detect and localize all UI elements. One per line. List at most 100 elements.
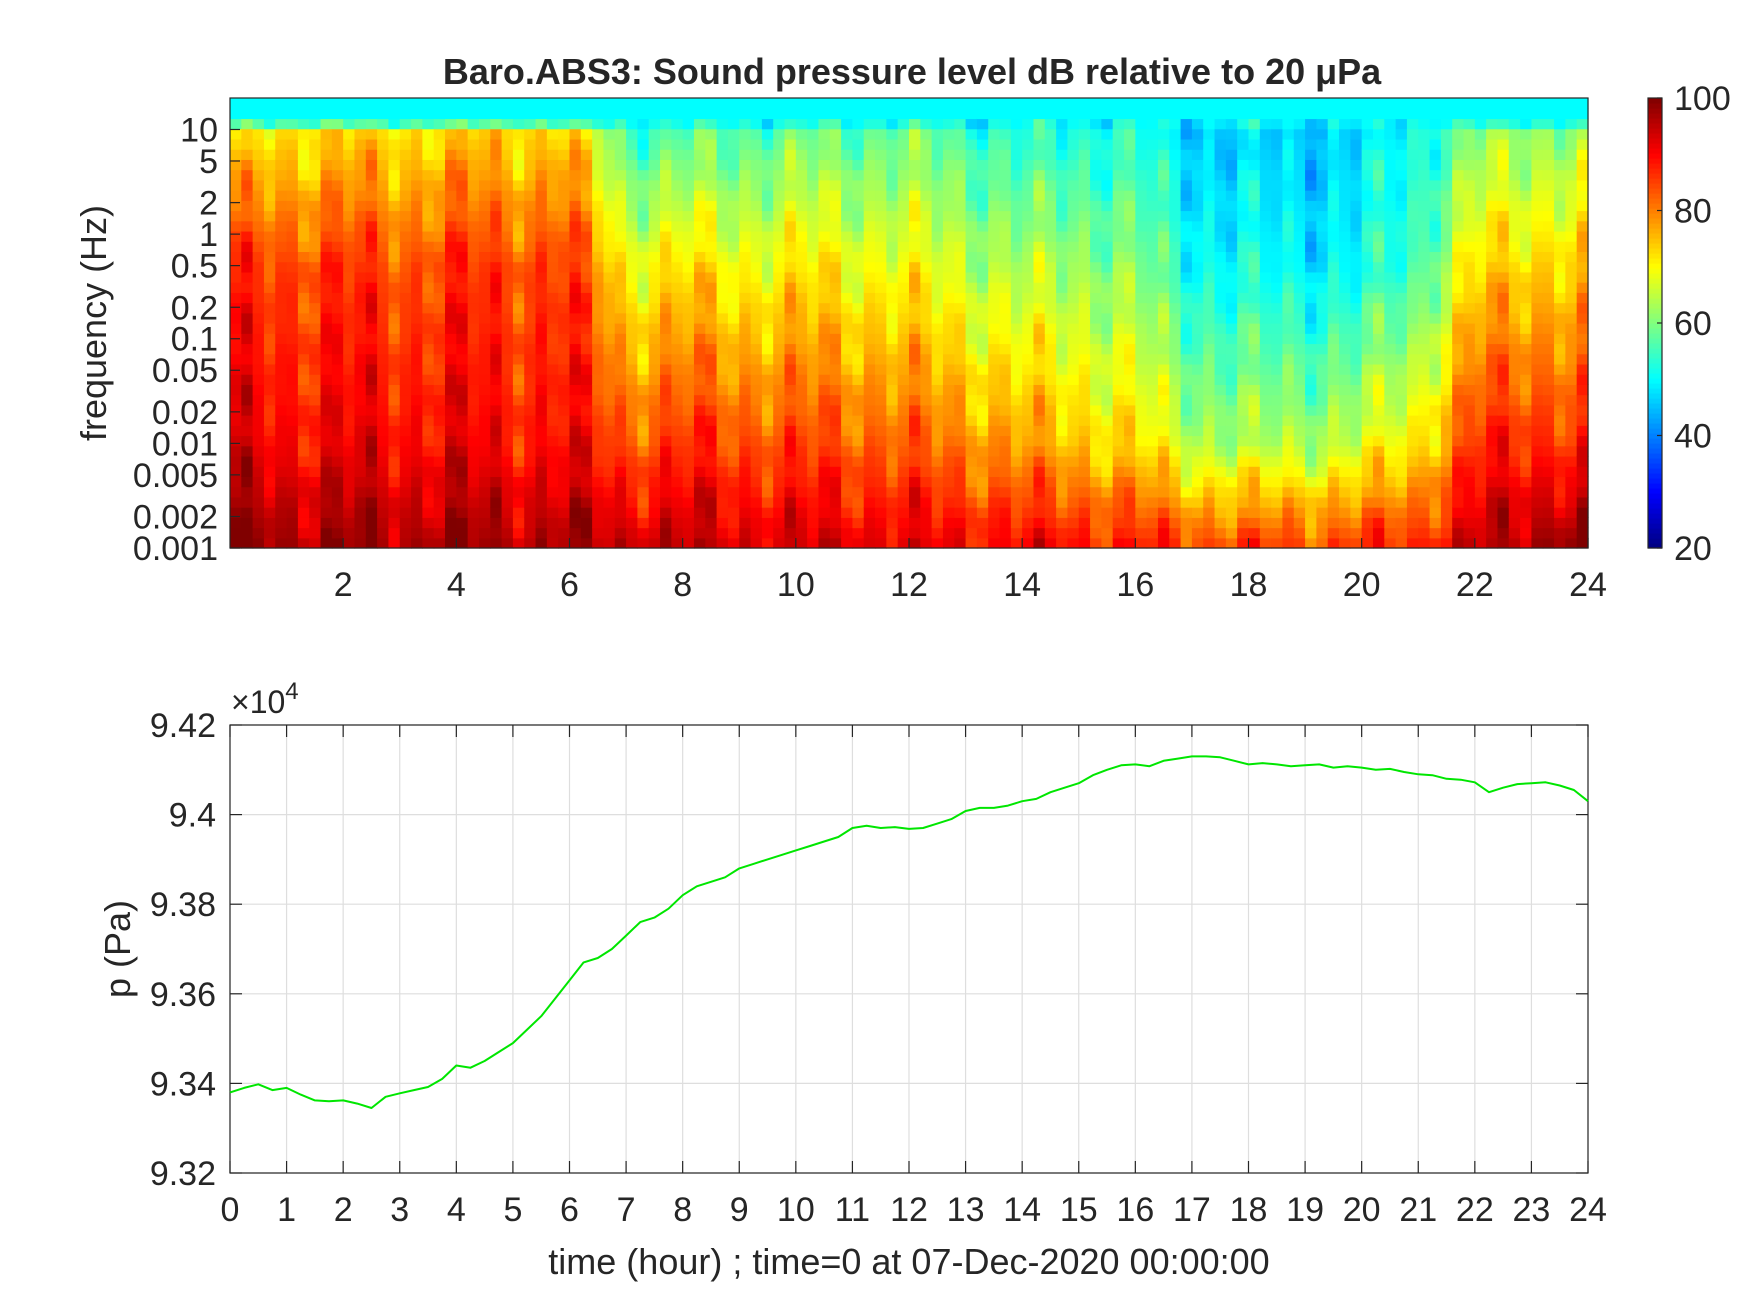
heatmap-cell <box>909 138 921 150</box>
heatmap-cell <box>467 169 480 181</box>
heatmap-cell <box>1418 507 1431 518</box>
heatmap-cell <box>818 394 831 406</box>
heatmap-cell <box>999 496 1012 508</box>
heatmap-cell <box>1474 251 1487 263</box>
heatmap-cell <box>626 343 638 355</box>
heatmap-cell <box>1112 476 1125 488</box>
heatmap-cell <box>1203 527 1216 539</box>
heatmap-cell <box>818 445 831 457</box>
heatmap-cell <box>558 271 571 283</box>
heatmap-cell <box>750 445 763 457</box>
heatmap-cell <box>660 251 672 263</box>
heatmap-cell <box>1101 394 1114 406</box>
heatmap-cell <box>478 486 491 498</box>
heatmap-cell <box>569 363 582 375</box>
heatmap-cell <box>343 271 356 283</box>
heatmap-cell <box>1101 343 1114 355</box>
heatmap-cell <box>671 435 684 447</box>
heatmap-cell <box>263 507 276 518</box>
heatmap-cell <box>320 210 333 222</box>
heatmap-cell <box>1157 261 1170 273</box>
heatmap-cell <box>795 455 808 467</box>
heatmap-cell <box>761 496 774 508</box>
heatmap-cell <box>388 384 401 396</box>
heatmap-cell <box>1372 271 1385 283</box>
heatmap-cell <box>1463 98 1476 109</box>
heatmap-cell <box>1474 159 1487 171</box>
heatmap-cell <box>1237 210 1250 222</box>
heatmap-cell <box>1067 404 1080 416</box>
heatmap-cell <box>1056 415 1069 426</box>
heatmap-cell <box>897 261 910 273</box>
heatmap-cell <box>863 486 876 498</box>
heatmap-cell <box>1474 220 1487 232</box>
heatmap-cell <box>331 251 344 263</box>
heatmap-cell <box>875 476 887 488</box>
heatmap-cell <box>1293 394 1306 406</box>
heatmap-cell <box>343 466 356 478</box>
heatmap-cell <box>716 302 729 314</box>
heatmap-cell <box>1157 323 1170 334</box>
heatmap-cell <box>1033 282 1046 293</box>
heatmap-cell <box>660 190 672 201</box>
heatmap-cell <box>682 404 695 416</box>
heatmap-cell <box>739 302 752 314</box>
heatmap-cell <box>954 333 967 345</box>
heatmap-cell <box>682 190 695 201</box>
heatmap-cell <box>343 363 356 375</box>
heatmap-cell <box>1474 210 1487 222</box>
heatmap-cell <box>965 466 978 478</box>
heatmap-cell <box>263 323 276 334</box>
heatmap-cell <box>1339 486 1351 498</box>
heatmap-cell <box>275 507 288 518</box>
heatmap-cell <box>422 179 435 191</box>
heatmap-cell <box>909 537 921 549</box>
heatmap-cell <box>1395 241 1408 253</box>
heatmap-cell <box>705 384 718 396</box>
heatmap-cell <box>558 241 571 253</box>
heatmap-cell <box>286 118 299 130</box>
heatmap-cell <box>241 374 254 385</box>
heatmap-cell <box>422 169 435 181</box>
heatmap-cell <box>1406 220 1419 232</box>
heatmap-cell <box>1022 384 1035 396</box>
heatmap-cell <box>1305 138 1317 150</box>
heatmap-cell <box>1191 302 1204 314</box>
heatmap-cell <box>512 374 525 385</box>
heatmap-cell <box>942 230 955 242</box>
heatmap-cell <box>1191 210 1204 222</box>
heatmap-cell <box>1350 486 1363 498</box>
heatmap-cell <box>795 210 808 222</box>
heatmap-cell <box>942 190 955 201</box>
heatmap-cell <box>1078 230 1091 242</box>
heatmap-cell <box>875 312 887 324</box>
heatmap-cell <box>1429 98 1442 109</box>
heatmap-cell <box>1157 353 1170 365</box>
heatmap-cell <box>965 271 978 283</box>
heatmap-cell <box>512 537 525 549</box>
heatmap-cell <box>875 261 887 273</box>
heatmap-cell <box>1463 507 1476 518</box>
heatmap-cell <box>1440 312 1453 324</box>
heatmap-cell <box>1090 302 1102 314</box>
heatmap-cell <box>592 210 605 222</box>
heatmap-cell <box>965 98 978 109</box>
heatmap-cell <box>1316 149 1329 160</box>
heatmap-cell <box>275 251 288 263</box>
heatmap-cell <box>241 363 254 375</box>
heatmap-cell <box>841 323 854 334</box>
heatmap-cell <box>648 496 661 508</box>
heatmap-cell <box>660 128 672 140</box>
heatmap-cell <box>411 210 423 222</box>
heatmap-cell <box>331 527 344 539</box>
heatmap-cell <box>241 159 254 171</box>
heatmap-cell <box>286 179 299 191</box>
heatmap-cell <box>1078 128 1091 140</box>
heatmap-cell <box>377 343 390 355</box>
heatmap-cell <box>343 476 356 488</box>
heatmap-cell <box>1474 230 1487 242</box>
heatmap-cell <box>1146 455 1159 467</box>
heatmap-cell <box>1169 210 1182 222</box>
heatmap-cell <box>1350 210 1363 222</box>
heatmap-cell <box>1101 353 1114 365</box>
